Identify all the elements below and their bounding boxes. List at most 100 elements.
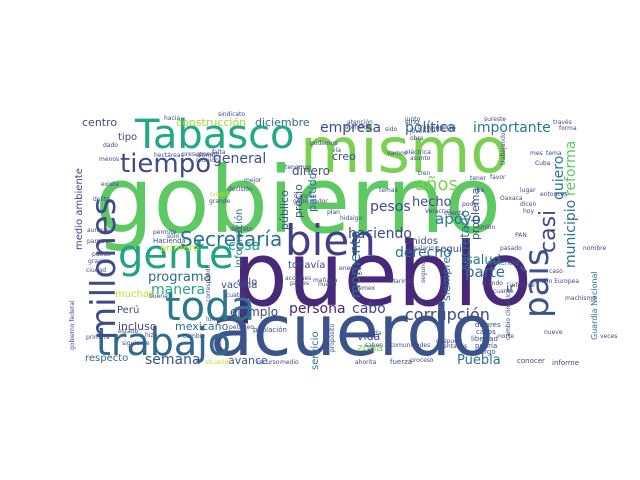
cloud-word: reunión <box>196 157 219 164</box>
cloud-word: mañana <box>313 277 338 284</box>
cloud-word: parque <box>87 238 108 245</box>
cloud-word: iba <box>475 187 484 194</box>
cloud-word: decreto <box>230 226 253 233</box>
cloud-word: trabajando <box>500 132 507 165</box>
cloud-word: inflación <box>430 126 456 133</box>
cloud-word: dinero <box>292 164 330 178</box>
cloud-word: toda <box>165 284 255 330</box>
cloud-word: municipio <box>563 200 579 268</box>
cloud-word: importante <box>473 120 551 136</box>
cloud-word: decisión <box>228 186 253 193</box>
cloud-word: Pemex <box>355 285 376 292</box>
cloud-word: cargo <box>476 348 496 356</box>
cloud-word: secretario <box>458 210 472 270</box>
cloud-word: sólo <box>167 233 179 240</box>
cloud-word: respecto <box>85 353 128 364</box>
cloud-word: después <box>436 338 461 345</box>
cloud-word: acuerdo <box>210 290 494 372</box>
cloud-word: gobierno <box>95 147 501 254</box>
cloud-word: cuenta <box>444 210 465 217</box>
cloud-word: partido <box>306 172 319 212</box>
cloud-word: favor <box>490 174 506 181</box>
cloud-word: machismo <box>565 295 596 302</box>
cloud-word: atención <box>345 124 371 131</box>
cloud-word: puedo <box>92 251 111 258</box>
cloud-word: empresa <box>320 120 381 136</box>
cloud-word: reforma <box>563 141 579 196</box>
cloud-word: Marina <box>390 278 411 285</box>
cloud-word: público <box>278 190 291 230</box>
cloud-word: centro <box>82 116 117 129</box>
cloud-word: programa <box>148 270 211 285</box>
cloud-word: casi <box>536 210 561 253</box>
cloud-word: casos <box>476 328 496 336</box>
cloud-word: nombre <box>583 245 606 252</box>
cloud-word: parte <box>465 263 505 281</box>
cloud-word: gente <box>118 232 234 278</box>
cloud-word: tren <box>418 170 430 177</box>
cloud-word: último <box>196 152 215 159</box>
cloud-word: manera <box>151 282 205 298</box>
cloud-word: corrupción <box>405 305 490 324</box>
cloud-word: propósito <box>329 324 336 352</box>
cloud-word: muchas <box>115 289 154 300</box>
cloud-word: Cuba <box>535 160 551 167</box>
cloud-word: primero <box>160 243 199 254</box>
cloud-word: cuatro <box>226 292 245 299</box>
cloud-word: situación <box>205 359 232 366</box>
cloud-word: petróleo <box>229 324 254 331</box>
cloud-word: cambio <box>183 333 205 340</box>
cloud-word: menos <box>99 156 119 163</box>
cloud-word: nuevo <box>318 281 337 288</box>
cloud-word: vamos <box>387 150 407 157</box>
cloud-word: medio ambiente <box>74 168 85 250</box>
cloud-word: cambio climático <box>505 289 512 340</box>
cloud-word: millones <box>84 198 124 340</box>
cloud-word: primera <box>86 334 110 341</box>
cloud-word: conocer <box>517 357 545 365</box>
cloud-word: años <box>415 174 458 195</box>
cloud-word: tenemos <box>285 164 311 171</box>
cloud-word: dicen <box>520 201 536 208</box>
cloud-word: nueve <box>544 329 563 336</box>
cloud-word: falta <box>212 149 226 156</box>
cloud-word: pesos <box>370 199 411 215</box>
cloud-word: ahorita <box>355 359 377 366</box>
cloud-word: PAN <box>515 232 527 239</box>
cloud-word: pueblo <box>232 223 532 326</box>
cloud-word: energía <box>339 265 362 272</box>
cloud-word: precio <box>292 184 305 218</box>
cloud-word: entonces <box>540 191 567 198</box>
cloud-word: permite <box>153 229 177 236</box>
cloud-word: mejor <box>244 177 262 184</box>
cloud-word: Unión <box>478 224 496 231</box>
cloud-word: plan <box>327 209 340 216</box>
cloud-word: problema <box>469 188 482 240</box>
cloud-word: Unidos <box>404 236 438 247</box>
cloud-word: dado <box>103 142 118 149</box>
cloud-word: momento <box>348 231 364 298</box>
cloud-word: sureste <box>484 116 506 123</box>
cloud-word: país <box>517 248 557 318</box>
cloud-word: diciembre <box>255 116 310 129</box>
cloud-word: grande <box>209 198 231 205</box>
cloud-word: zona <box>357 341 383 354</box>
cloud-word: siguiente <box>122 340 150 347</box>
cloud-word: Perú <box>117 304 139 316</box>
cloud-word: sólo <box>237 276 257 288</box>
cloud-word: Secretaría <box>180 227 282 251</box>
cloud-word: bien <box>285 216 376 265</box>
cloud-word: salud <box>466 253 501 268</box>
cloud-word: trabajo <box>96 320 231 364</box>
cloud-word: mismo <box>300 114 508 187</box>
cloud-word: poder <box>462 201 480 208</box>
cloud-word: proceso <box>410 357 434 364</box>
cloud-word: existe <box>101 181 119 188</box>
cloud-word: violencia <box>488 259 519 267</box>
cloud-word: mes <box>530 150 543 157</box>
cloud-word: semana <box>145 352 201 368</box>
cloud-word: estado <box>118 328 139 335</box>
cloud-word: cuanto <box>493 288 514 295</box>
